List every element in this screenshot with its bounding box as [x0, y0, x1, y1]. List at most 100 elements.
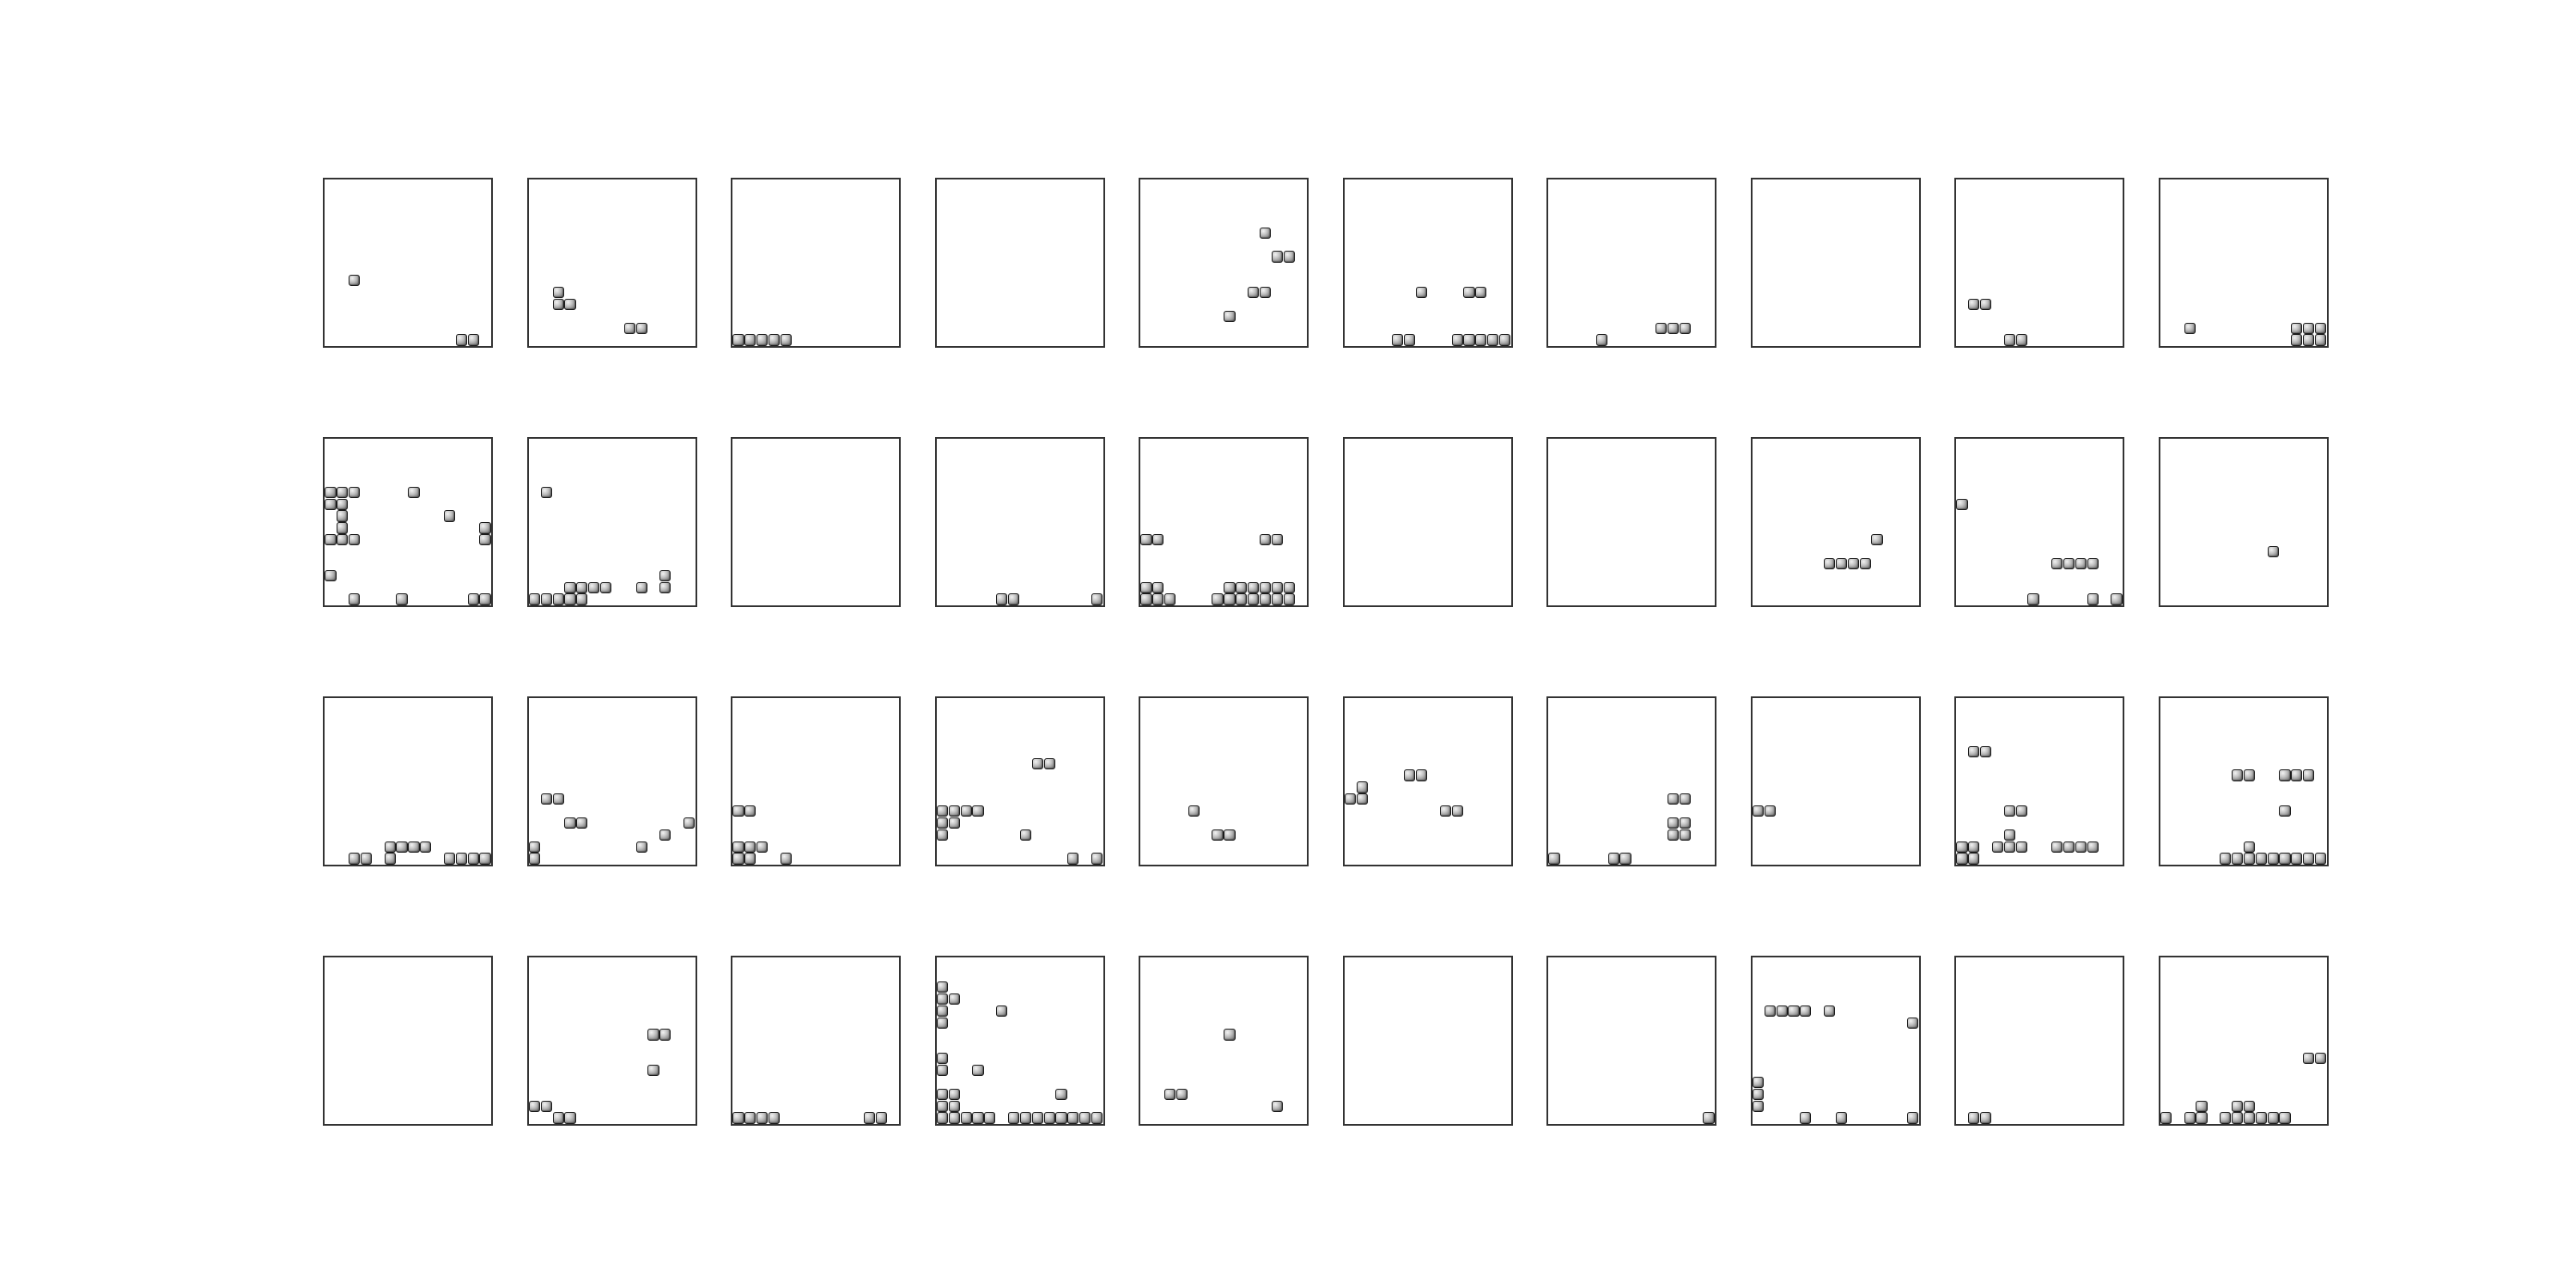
block-tile [599, 581, 612, 593]
block-tile [635, 581, 647, 593]
block-tile [936, 829, 949, 841]
block-tile [1091, 853, 1103, 865]
block-tile [1055, 1112, 1067, 1124]
block-tile [659, 1029, 671, 1041]
block-tile [1487, 334, 1499, 346]
block-tile [659, 829, 671, 841]
block-tile [936, 1053, 949, 1065]
block-tile [1344, 793, 1357, 805]
block-tile [936, 981, 949, 993]
block-tile [1091, 593, 1103, 605]
block-tile [1703, 1112, 1715, 1124]
block-tile [1906, 1112, 1919, 1124]
block-tile [1271, 251, 1283, 263]
block-tile [936, 993, 949, 1005]
game-board [1750, 437, 1921, 607]
block-tile [744, 853, 756, 865]
block-tile [996, 1005, 1008, 1017]
block-tile [564, 581, 576, 593]
block-tile [948, 805, 960, 817]
block-tile [768, 334, 781, 346]
block-tile [337, 510, 349, 522]
block-tile [443, 853, 456, 865]
block-tile [1475, 287, 1487, 299]
block-tile [659, 569, 671, 581]
block-tile [1079, 1112, 1091, 1124]
block-tile [972, 1112, 984, 1124]
block-tile [984, 1112, 996, 1124]
block-tile [1236, 581, 1248, 593]
block-tile [1043, 757, 1055, 769]
block-tile [744, 334, 756, 346]
block-tile [528, 1100, 541, 1112]
game-board [2158, 696, 2329, 866]
block-tile [1679, 322, 1691, 334]
block-tile [325, 498, 337, 510]
block-tile [349, 486, 361, 498]
block-tile [1248, 581, 1260, 593]
block-tile [1224, 581, 1236, 593]
block-tile [972, 1065, 984, 1077]
block-tile [1271, 581, 1283, 593]
block-tile [2231, 1112, 2244, 1124]
block-tile [2220, 1112, 2232, 1124]
block-tile [325, 534, 337, 546]
block-tile [780, 334, 792, 346]
block-tile [576, 593, 588, 605]
block-tile [1752, 1088, 1765, 1100]
block-tile [756, 334, 769, 346]
game-board [934, 178, 1105, 348]
block-tile [1404, 334, 1416, 346]
block-tile [2051, 841, 2063, 853]
block-tile [1956, 498, 1968, 510]
block-tile [349, 534, 361, 546]
block-tile [2279, 805, 2291, 817]
block-tile [635, 841, 647, 853]
block-tile [1259, 581, 1272, 593]
game-board [1546, 437, 1716, 607]
block-tile [2231, 853, 2244, 865]
block-tile [2003, 841, 2015, 853]
block-tile [1656, 322, 1668, 334]
block-tile [2015, 334, 2027, 346]
block-tile [2314, 1053, 2327, 1065]
block-tile [1248, 593, 1260, 605]
block-tile [443, 510, 456, 522]
block-tile [647, 1065, 659, 1077]
block-tile [1968, 745, 1980, 757]
block-tile [455, 334, 467, 346]
block-tile [732, 805, 744, 817]
block-tile [1415, 769, 1428, 781]
block-tile [1752, 1100, 1765, 1112]
block-tile [1271, 534, 1283, 546]
game-board [1546, 696, 1716, 866]
block-tile [1283, 581, 1295, 593]
block-tile [479, 593, 491, 605]
block-tile [1140, 593, 1152, 605]
game-board [2158, 956, 2329, 1126]
block-tile [948, 817, 960, 829]
block-tile [576, 817, 588, 829]
block-tile [528, 593, 541, 605]
block-tile [396, 841, 408, 853]
block-tile [1007, 1112, 1020, 1124]
block-tile [1667, 322, 1680, 334]
block-tile [732, 1112, 744, 1124]
game-board [1954, 696, 2124, 866]
game-board [526, 178, 697, 348]
block-tile [396, 593, 408, 605]
block-tile [1067, 853, 1079, 865]
block-tile [1031, 757, 1043, 769]
game-board [526, 956, 697, 1126]
block-tile [467, 593, 479, 605]
block-tile [2231, 769, 2244, 781]
block-tile [1224, 310, 1236, 322]
block-tile [1607, 853, 1619, 865]
block-tile [1140, 581, 1152, 593]
block-tile [1356, 781, 1368, 793]
game-board [731, 956, 901, 1126]
block-tile [1283, 251, 1295, 263]
block-tile [1776, 1005, 1788, 1017]
block-tile [623, 322, 635, 334]
game-board [526, 696, 697, 866]
